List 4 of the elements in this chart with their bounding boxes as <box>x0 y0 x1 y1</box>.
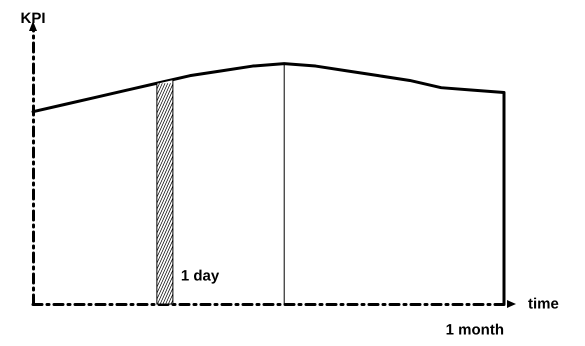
annotation: 1 day <box>180 268 220 284</box>
y-axis-title: KPI <box>20 10 46 27</box>
text: 1 month <box>446 322 504 338</box>
x-axis-title: time <box>528 296 559 312</box>
